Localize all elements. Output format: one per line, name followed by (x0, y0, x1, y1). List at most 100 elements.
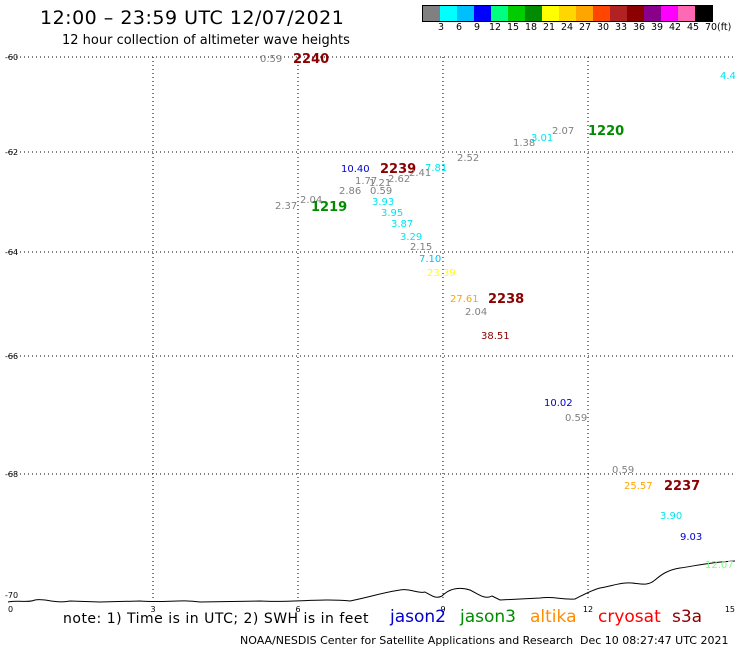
colorbar-labels: 3 6 9 12 15 18 21 24 27 30 33 36 39 42 45 70 (422, 22, 732, 36)
wave-height-label: 2237 (664, 479, 700, 494)
wave-height-label: 2.37 (275, 201, 297, 212)
wave-height-label: 4.4 (720, 71, 736, 82)
wave-height-label: 3.01 (531, 133, 553, 144)
wave-height-label: 1219 (311, 200, 347, 215)
longitude-tick-label: 15 (725, 605, 735, 614)
wave-height-labels: 0.59 2240 4.4 2.07 1220 3.011.38 2.52 10.40 2239… (260, 52, 736, 571)
colorbar-swatch (644, 6, 661, 21)
antarctic-coastline (7, 560, 736, 603)
wave-height-label: 2.41 (409, 168, 431, 179)
wave-height-label: 2.04 (465, 307, 487, 318)
legend-jason3: jason3 (460, 607, 516, 627)
colorbar-swatch (661, 6, 678, 21)
latitude-tick-label: -70 (5, 591, 18, 600)
wave-height-label: 27.61 (450, 294, 479, 305)
wave-height-label: 2238 (488, 292, 524, 307)
wave-height-label: 23.39 (427, 268, 456, 279)
wave-height-label: 12.07 (705, 560, 734, 571)
latitude-tick-label: -60 (5, 53, 18, 62)
wave-height-label: 2240 (293, 52, 329, 67)
longitude-tick-label: 3 (150, 605, 155, 614)
wave-height-label: 9.03 (680, 532, 702, 543)
wave-height-label: 0.59 (370, 186, 392, 197)
wave-height-label: 2.52 (457, 153, 479, 164)
colorbar-swatch (508, 6, 525, 21)
colorbar-label: 39 (650, 22, 664, 33)
colorbar-unit: (ft) (717, 22, 732, 33)
colorbar-swatch (457, 6, 474, 21)
colorbar-label: 6 (455, 22, 463, 33)
legend-s3a: s3a (672, 607, 703, 627)
colorbar-label: 21 (542, 22, 556, 33)
colorbar-swatch (559, 6, 576, 21)
wave-height-label: 10.40 (341, 164, 370, 175)
colorbar-label: 9 (473, 22, 481, 33)
colorbar-label: 18 (524, 22, 538, 33)
colorbar-label: 15 (506, 22, 520, 33)
legend-altika: altika (530, 607, 577, 627)
wave-height-label: 1220 (588, 124, 624, 139)
colorbar-swatch (593, 6, 610, 21)
latitude-tick-label: -66 (5, 352, 18, 361)
wave-height-label: 2.07 (552, 126, 574, 137)
colorbar-swatch (474, 6, 491, 21)
footer-note: note: 1) Time is in UTC; 2) SWH is in fe… (63, 611, 370, 627)
colorbar-swatch (627, 6, 644, 21)
longitude-tick-label: 12 (583, 605, 593, 614)
map-title: 12:00 – 23:59 UTC 12/07/2021 (40, 7, 345, 29)
colorbar-label: 27 (578, 22, 592, 33)
credit-line: NOAA/NESDIS Center for Satellite Applica… (240, 634, 574, 647)
longitude-tick-label: 6 (295, 605, 300, 614)
colorbar-label: 30 (596, 22, 610, 33)
wave-height-label: 1.38 (513, 138, 535, 149)
map-subtitle: 12 hour collection of altimeter wave hei… (62, 33, 350, 48)
legend-cryosat: cryosat (598, 607, 661, 627)
colorbar-label: 3 (437, 22, 445, 33)
colorbar-label: 24 (560, 22, 574, 33)
colorbar-label: 33 (614, 22, 628, 33)
colorbar-swatch (610, 6, 627, 21)
wave-height-label: 7.10 (419, 254, 441, 265)
wave-height-label: 2239 (380, 162, 416, 177)
colorbar-swatch (423, 6, 440, 21)
wave-height-label: 7.81 (425, 163, 447, 174)
wave-height-label: 3.93 (372, 197, 394, 208)
wave-height-label: 10.02 (544, 398, 573, 409)
credit-date: Dec 10 08:27:47 UTC 2021 (580, 634, 729, 647)
colorbar-swatch (525, 6, 542, 21)
colorbar-label: 70 (704, 22, 718, 33)
longitude-tick-label: 9 (440, 605, 445, 614)
legend-jason2: jason2 (390, 607, 446, 627)
longitude-tick-label: 0 (8, 605, 13, 614)
colorbar-swatch (440, 6, 457, 21)
wave-height-label: 0.59 (565, 413, 587, 424)
colorbar-label: 12 (488, 22, 502, 33)
latitude-tick-label: -62 (5, 148, 18, 157)
wave-height-label: 0.59 (612, 465, 634, 476)
wave-height-label: 1.77 (355, 176, 377, 187)
colorbar-label: 42 (668, 22, 682, 33)
axis-labels: -60 -62 -64 -66 -68 -70 0 3 6 9 12 15 (5, 53, 735, 614)
latitude-tick-label: -64 (5, 248, 18, 257)
wave-height-label: 1.21 (369, 178, 391, 189)
wave-height-label: 25.57 (624, 481, 653, 492)
wave-height-label: 3.87 (391, 219, 413, 230)
colorbar-swatch (542, 6, 559, 21)
latitude-tick-label: -68 (5, 470, 18, 479)
wave-height-label: 2.04 (300, 195, 322, 206)
colorbar-swatch (678, 6, 695, 21)
wave-height-label: 38.51 (481, 331, 510, 342)
wave-height-label: 3.29 (400, 232, 422, 243)
wave-height-label: 0.59 (260, 54, 282, 65)
colorbar-swatch (491, 6, 508, 21)
colorbar-label: 36 (632, 22, 646, 33)
wave-height-label: 3.90 (660, 511, 682, 522)
colorbar-swatch (695, 6, 712, 21)
colorbar-label: 45 (686, 22, 700, 33)
wave-height-label: 2.62 (388, 174, 410, 185)
wave-height-colorbar (422, 5, 713, 22)
wave-height-label: 2.86 (339, 186, 361, 197)
wave-height-label: 2.15 (410, 242, 432, 253)
wave-height-label: 3.95 (381, 208, 403, 219)
